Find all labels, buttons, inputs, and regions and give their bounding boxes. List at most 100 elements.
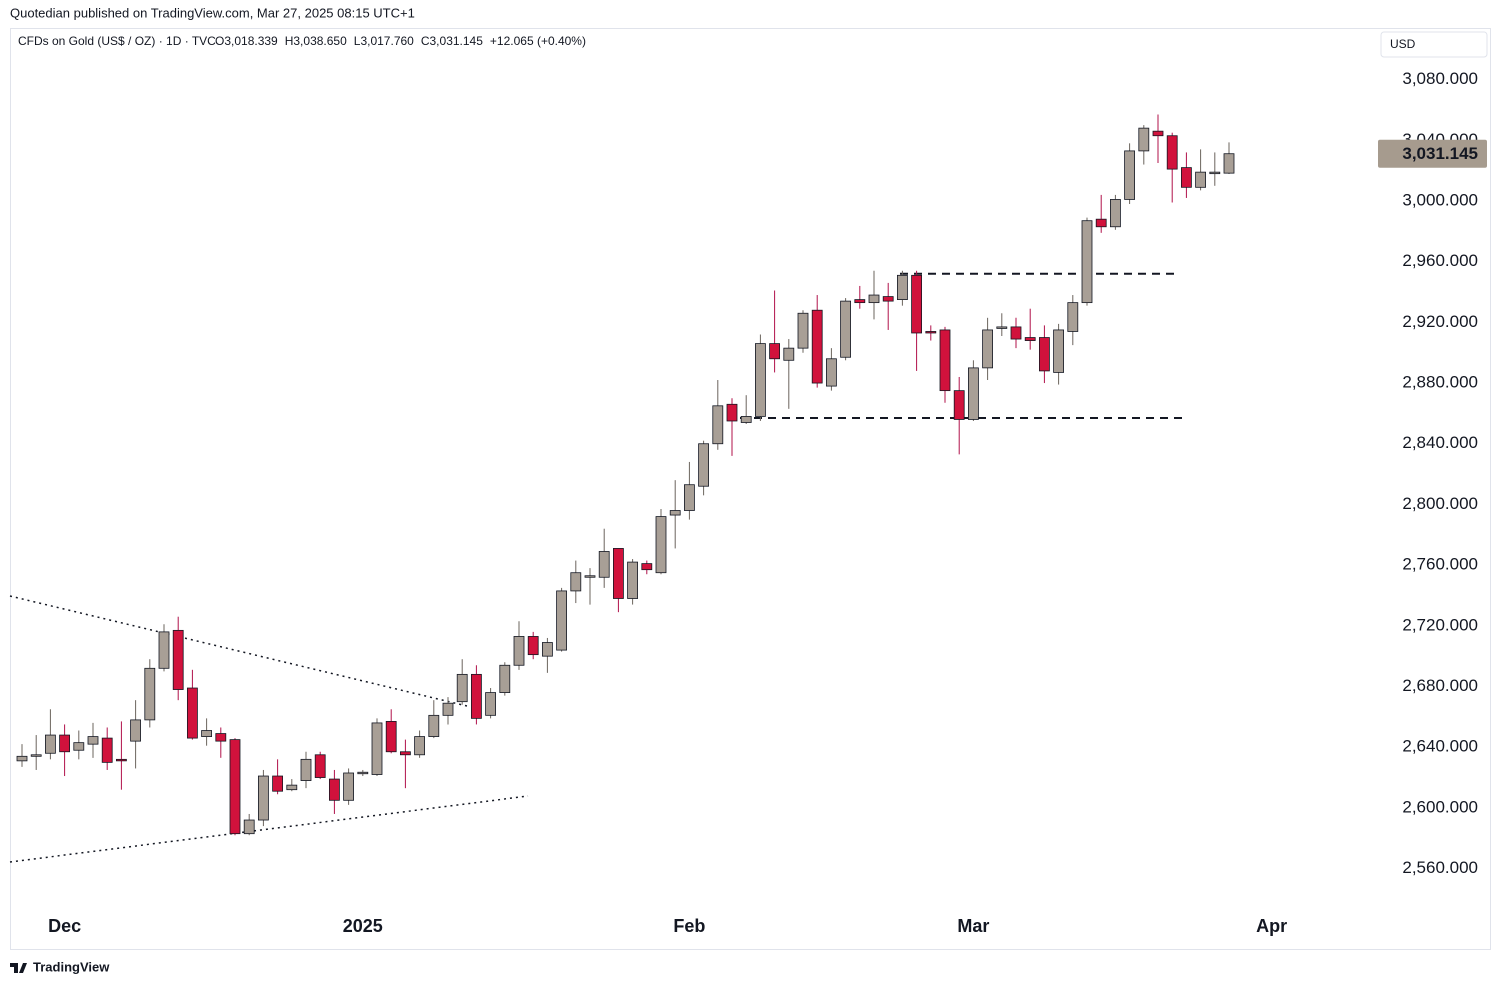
- brand: TradingView: [33, 959, 110, 974]
- candle-body: [385, 721, 397, 753]
- candle-body: [783, 347, 795, 361]
- candle-body: [414, 736, 426, 756]
- candle-body: [1124, 150, 1135, 200]
- x-tick-label: Mar: [957, 916, 989, 936]
- candle-body: [613, 548, 624, 599]
- candle-body: [357, 771, 369, 775]
- x-tick-label: Dec: [48, 916, 81, 936]
- y-tick-label: 2,920.000: [1402, 312, 1478, 331]
- candle-body: [684, 484, 695, 511]
- trendline-lower: [9, 795, 529, 863]
- candle-body: [570, 572, 582, 592]
- candle-body: [882, 296, 894, 302]
- candle-body: [1081, 220, 1093, 304]
- candle-body: [811, 309, 823, 384]
- candle-body: [556, 590, 567, 651]
- candle-body: [1010, 326, 1022, 340]
- candle-body: [1209, 171, 1221, 175]
- candle-body: [101, 737, 113, 763]
- candle-body: [641, 563, 653, 571]
- byline: Quotedian published on TradingView.com, …: [10, 5, 415, 20]
- candle-body: [186, 687, 198, 739]
- legend-item: H3,038.650: [285, 34, 347, 48]
- candle-body: [1095, 218, 1107, 228]
- candle-body: [144, 667, 156, 721]
- candle-body: [1223, 153, 1235, 174]
- ohlc-legend: O3,018.339 H3,038.650 L3,017.760 C3,031.145…: [215, 34, 586, 48]
- candle-body: [16, 755, 28, 762]
- candle-body: [59, 734, 70, 753]
- candle-body: [229, 739, 241, 835]
- candle-body: [1024, 337, 1036, 341]
- candle-body: [485, 692, 497, 716]
- trendline-upper: [9, 595, 468, 707]
- candle-body: [939, 329, 951, 392]
- candle-body: [328, 778, 340, 801]
- candle-body: [314, 754, 326, 778]
- candle-body: [655, 516, 667, 574]
- candle-body: [1067, 302, 1079, 332]
- candle-body: [201, 730, 213, 737]
- candle-body: [698, 443, 709, 487]
- chart-frame: [10, 28, 1491, 950]
- y-tick-label: 2,720.000: [1402, 615, 1478, 634]
- candle-body: [911, 274, 922, 334]
- candle-body: [30, 754, 42, 757]
- y-tick-label: 2,840.000: [1402, 433, 1478, 452]
- candle-body: [769, 343, 780, 360]
- price-tag-label: 3,031.145: [1402, 144, 1478, 163]
- candle-body: [584, 575, 596, 578]
- x-tick-label: Feb: [673, 916, 705, 936]
- candle-body: [996, 326, 1008, 329]
- candle-body: [116, 758, 127, 762]
- candle-body: [172, 629, 184, 690]
- y-tick-label: 2,560.000: [1402, 858, 1478, 877]
- legend-item: C3,031.145: [421, 34, 483, 48]
- candle-body: [1053, 329, 1064, 373]
- candle-body: [1110, 199, 1121, 228]
- candle-body: [399, 751, 411, 756]
- candle-body: [598, 551, 610, 578]
- candle-body: [826, 358, 837, 387]
- candle-body: [1152, 130, 1164, 137]
- candle-body: [740, 416, 752, 423]
- currency-box: [1380, 31, 1488, 58]
- candle-body: [897, 274, 908, 300]
- candle-body: [73, 742, 85, 751]
- candle-body: [442, 702, 454, 716]
- candle-body: [158, 631, 170, 669]
- candle-body: [470, 673, 482, 719]
- y-tick-label: 2,800.000: [1402, 494, 1478, 513]
- y-tick-label: 2,880.000: [1402, 373, 1478, 392]
- legend-item: O3,018.339: [215, 34, 278, 48]
- candle-body: [527, 636, 539, 656]
- candle-body: [1039, 337, 1050, 372]
- y-tick-label: 2,640.000: [1402, 737, 1478, 756]
- candle-body: [1138, 127, 1150, 152]
- candle-body: [968, 367, 979, 420]
- candle-body: [513, 636, 525, 666]
- candle-body: [854, 299, 866, 304]
- candle-body: [953, 390, 965, 420]
- candle-body: [272, 775, 284, 792]
- candle-body: [371, 722, 383, 775]
- candle-body: [499, 664, 511, 693]
- y-tick-label: 2,680.000: [1402, 676, 1478, 695]
- candle-body: [840, 300, 851, 358]
- price-tag: [1378, 139, 1487, 168]
- candle-body: [45, 734, 56, 754]
- y-tick-label: 2,760.000: [1402, 555, 1478, 574]
- candle-body: [257, 775, 269, 821]
- candle-body: [797, 312, 809, 349]
- candle-body: [1195, 171, 1206, 188]
- candle-body: [300, 758, 312, 781]
- x-tick-label: Apr: [1256, 916, 1287, 936]
- candle-body: [925, 331, 937, 334]
- candle-body: [428, 714, 440, 737]
- legend-item: +12.065 (+0.40%): [490, 34, 586, 48]
- candle-body: [669, 510, 681, 516]
- y-tick-label: 3,000.000: [1402, 190, 1478, 209]
- candle-body: [868, 294, 880, 304]
- symbol-title: CFDs on Gold (US$ / OZ) · 1D · TVC: [18, 34, 216, 48]
